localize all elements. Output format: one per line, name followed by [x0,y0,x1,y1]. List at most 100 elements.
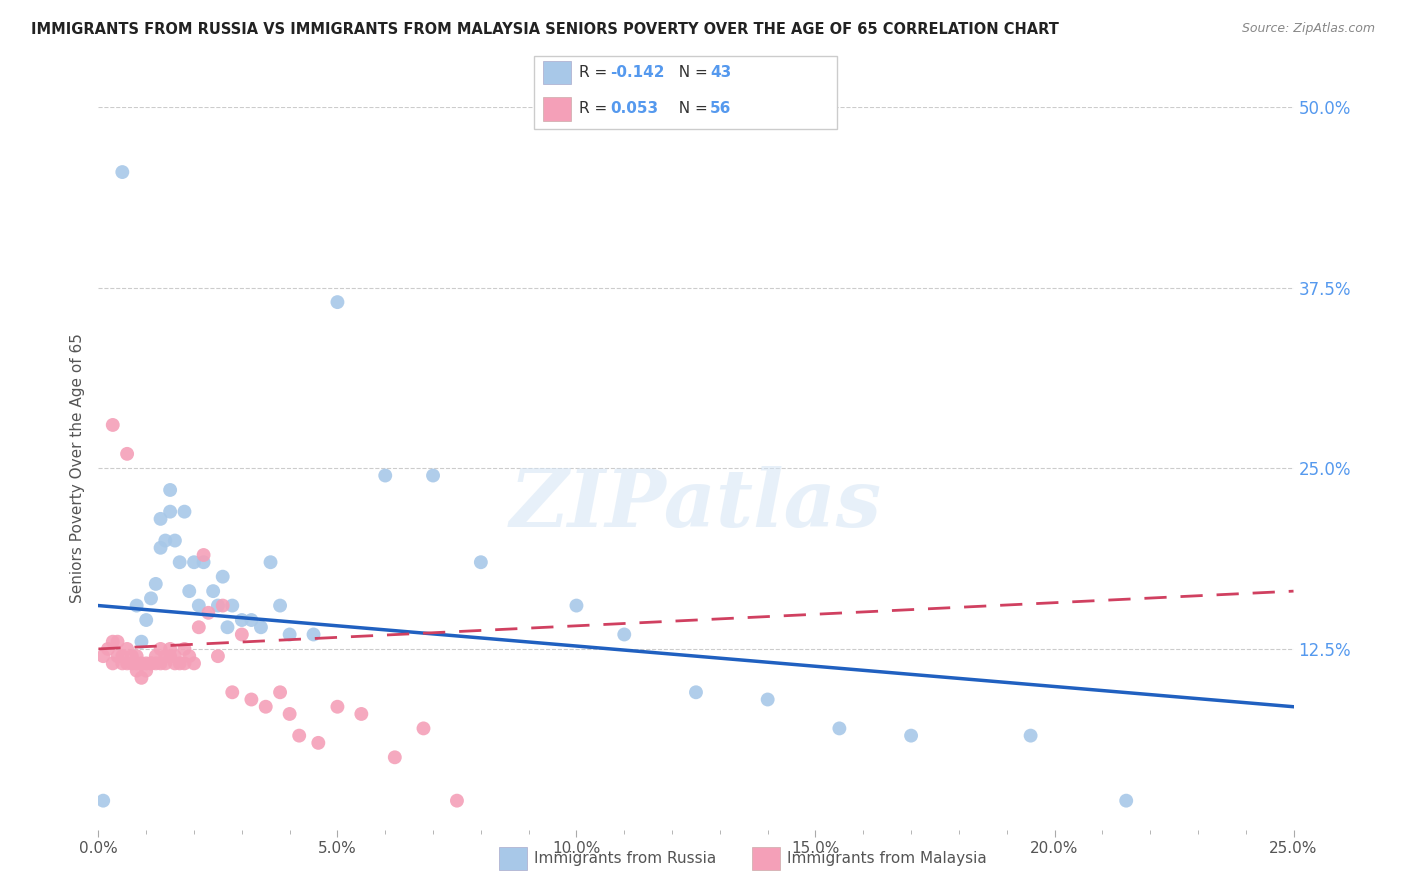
Text: Immigrants from Russia: Immigrants from Russia [534,851,717,865]
Point [145,577,167,591]
Point [131,657,153,671]
Point [900,729,922,743]
Point [350,706,373,721]
Point [149,541,172,555]
Point [326,699,349,714]
Point [240,613,263,627]
Text: R =: R = [579,102,613,117]
Point [111,649,134,664]
Point [384,750,406,764]
Point [217,620,239,634]
Point [278,627,301,641]
Point [828,722,851,736]
Point [412,722,434,736]
Point [135,664,157,678]
Point [211,570,233,584]
Point [131,671,153,685]
Point [139,591,162,606]
Point [163,649,186,664]
Point [197,606,219,620]
Point [115,642,138,657]
Text: ZIPatlas: ZIPatlas [510,466,882,543]
Point [422,468,444,483]
Point [159,642,181,657]
Point [101,417,124,432]
Point [326,295,349,310]
Point [125,664,148,678]
Point [211,599,233,613]
Point [149,512,172,526]
Point [91,794,114,808]
Point [565,599,588,613]
Point [111,657,134,671]
Text: N =: N = [669,65,713,80]
Point [269,685,291,699]
Point [613,627,636,641]
Point [288,729,311,743]
Y-axis label: Seniors Poverty Over the Age of 65: Seniors Poverty Over the Age of 65 [69,334,84,603]
Point [240,692,263,706]
Point [173,642,195,657]
Point [139,657,162,671]
Point [155,649,177,664]
Point [101,634,124,648]
Point [169,657,191,671]
Point [131,634,153,648]
Point [1019,729,1042,743]
Point [121,649,143,664]
Point [163,533,186,548]
Point [1115,794,1137,808]
Point [107,649,129,664]
Point [207,599,229,613]
Point [91,649,114,664]
Point [231,613,253,627]
Point [183,555,205,569]
Text: IMMIGRANTS FROM RUSSIA VS IMMIGRANTS FROM MALAYSIA SENIORS POVERTY OVER THE AGE : IMMIGRANTS FROM RUSSIA VS IMMIGRANTS FRO… [31,22,1059,37]
Point [163,657,186,671]
Point [155,657,177,671]
Point [231,627,253,641]
Text: 56: 56 [710,102,731,117]
Point [145,657,167,671]
Text: 43: 43 [710,65,731,80]
Point [446,794,468,808]
Point [135,657,157,671]
Text: 0.053: 0.053 [610,102,658,117]
Point [107,634,129,648]
Text: N =: N = [669,102,713,117]
Point [135,613,157,627]
Point [374,468,396,483]
Point [307,736,329,750]
Point [145,649,167,664]
Point [193,548,215,562]
Point [159,505,181,519]
Point [159,483,181,497]
Point [169,555,191,569]
Point [207,649,229,664]
Point [125,657,148,671]
Point [193,555,215,569]
Point [685,685,707,699]
Point [115,657,138,671]
Point [259,555,281,569]
Point [155,533,177,548]
Text: R =: R = [579,65,613,80]
Point [159,649,181,664]
Point [302,627,325,641]
Text: Source: ZipAtlas.com: Source: ZipAtlas.com [1241,22,1375,36]
Point [202,584,225,599]
Point [97,642,120,657]
Point [470,555,492,569]
Point [187,599,209,613]
Point [125,649,148,664]
Point [139,657,162,671]
Point [111,165,134,179]
Point [183,657,205,671]
Point [173,657,195,671]
Text: -0.142: -0.142 [610,65,665,80]
Point [221,685,243,699]
Point [187,620,209,634]
Point [179,584,201,599]
Text: Immigrants from Malaysia: Immigrants from Malaysia [787,851,987,865]
Point [254,699,277,714]
